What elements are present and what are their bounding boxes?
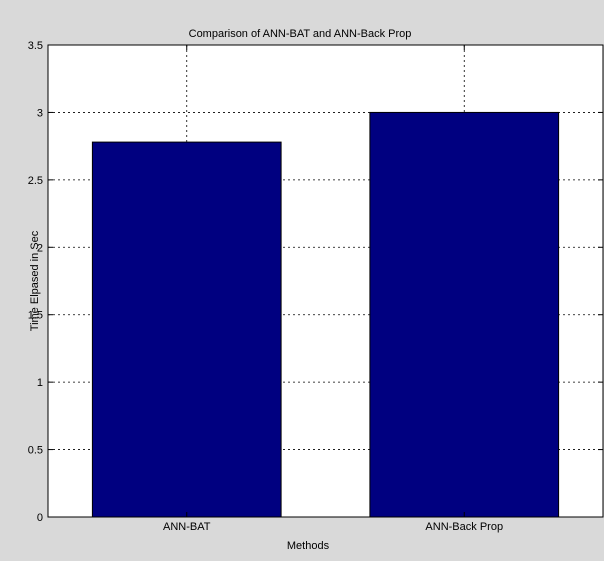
y-tick-label: 3 bbox=[37, 107, 43, 119]
y-tick-label: 2.5 bbox=[28, 175, 43, 187]
y-tick-label: 1.5 bbox=[28, 310, 43, 322]
y-axis-label: Time Elpased in Sec bbox=[29, 230, 41, 331]
x-axis-label: Methods bbox=[287, 540, 330, 552]
x-tick-label: ANN-BAT bbox=[163, 521, 211, 533]
bar-ann-bat bbox=[91, 141, 282, 518]
y-tick-label: 0.5 bbox=[28, 445, 43, 457]
ticks: 0 0.5 1 1.5 2 2.5 3 3.5 ANN-BAT ANN-Back Prop bbox=[28, 40, 603, 533]
y-tick-label: 2 bbox=[37, 242, 43, 254]
axes-frame bbox=[47, 44, 604, 518]
y-tick-label: 0 bbox=[37, 512, 43, 524]
y-tick-label: 3.5 bbox=[28, 40, 43, 52]
x-tick-label: ANN-Back Prop bbox=[425, 521, 503, 533]
chart-title: Comparison of ANN-BAT and ANN-Back Prop bbox=[189, 28, 412, 40]
y-tick-label: 1 bbox=[37, 377, 43, 389]
bars bbox=[91, 111, 560, 518]
bar-ann-back-prop bbox=[369, 111, 560, 518]
